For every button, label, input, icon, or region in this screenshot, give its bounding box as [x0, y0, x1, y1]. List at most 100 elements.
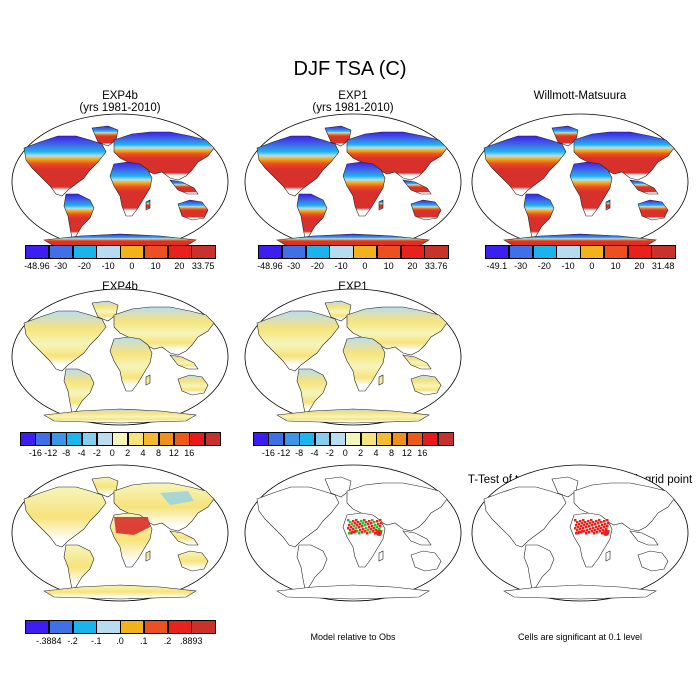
colorbar-tick-label: 8	[155, 448, 161, 458]
colorbar-tick-label: .2	[163, 636, 172, 646]
colorbar-tick-label: -8	[62, 448, 71, 458]
colorbar-tick-label: 0	[129, 261, 135, 271]
colorbar-ticks: -48.96 -30 -20 -10 0 10 20 33.75	[24, 261, 215, 273]
colorbar-tick-label: 33.76	[424, 261, 448, 271]
world-map	[470, 112, 690, 257]
colorbar-swatch	[143, 432, 160, 446]
colorbar-tick-label: 0	[109, 448, 115, 458]
world-map	[470, 463, 690, 608]
colorbar-tick-label: -30	[287, 261, 301, 271]
colorbar	[25, 245, 216, 259]
colorbar-swatch	[422, 432, 439, 446]
colorbar-swatch	[72, 620, 97, 634]
colorbar-tick-label: -20	[537, 261, 551, 271]
colorbar-tick-label: -.1	[90, 636, 102, 646]
colorbar-tick-label: -10	[101, 261, 115, 271]
colorbar-swatch	[173, 432, 190, 446]
colorbar-swatch	[72, 245, 97, 259]
colorbar-tick-label: -16	[261, 448, 275, 458]
world-map	[243, 112, 463, 257]
colorbar-tick-label: -48.96	[257, 261, 283, 271]
colorbar-swatch	[191, 245, 216, 259]
colorbar-tick-label: -2	[92, 448, 101, 458]
colorbar-swatch	[191, 620, 216, 634]
colorbar-tick-label: 0	[362, 261, 368, 271]
colorbar-swatch	[96, 620, 121, 634]
colorbar-tick-label: .8893	[179, 636, 203, 646]
colorbar-swatch	[603, 245, 628, 259]
colorbar-tick-label: 10	[150, 261, 161, 271]
colorbar	[258, 245, 449, 259]
colorbar-tick-label: 12	[401, 448, 412, 458]
colorbar-tick-label: 33.75	[191, 261, 215, 271]
colorbar	[25, 620, 216, 634]
colorbar-swatch	[283, 432, 300, 446]
colorbar-swatch	[268, 432, 285, 446]
colorbar-tick-label: -30	[54, 261, 68, 271]
colorbar	[485, 245, 676, 259]
colorbar-tick-label: -4	[77, 448, 86, 458]
colorbar-swatch	[376, 245, 401, 259]
colorbar-swatch	[627, 245, 652, 259]
world-map	[243, 463, 463, 608]
panel-title-line1: Willmott-Matsuura	[533, 90, 627, 102]
colorbar-swatch	[25, 245, 50, 259]
colorbar-tick-label: 2	[125, 448, 131, 458]
colorbar-tick-label: 10	[383, 261, 394, 271]
colorbar-swatch	[556, 245, 581, 259]
colorbar-swatch	[120, 245, 145, 259]
colorbar-swatch	[189, 432, 206, 446]
colorbar-tick-label: 20	[634, 261, 645, 271]
colorbar-tick-label: 0	[342, 448, 348, 458]
colorbar-swatch	[158, 432, 175, 446]
colorbar-tick-label: 4	[373, 448, 379, 458]
colorbar-swatch	[167, 245, 192, 259]
panel-title-line1: EXP1	[338, 90, 368, 102]
colorbar-tick-label: 16	[417, 448, 428, 458]
colorbar-swatch	[299, 432, 316, 446]
colorbar	[253, 432, 454, 446]
colorbar-tick-label: -8	[295, 448, 304, 458]
panel-title-line1: EXP4b	[102, 90, 138, 102]
colorbar-tick-label: -4	[310, 448, 319, 458]
colorbar-tick-label: -12	[44, 448, 58, 458]
colorbar-swatch	[305, 245, 330, 259]
colorbar-swatch	[35, 432, 52, 446]
colorbar-swatch	[424, 245, 449, 259]
colorbar-swatch	[204, 432, 221, 446]
colorbar-tick-label: -49.1	[486, 261, 508, 271]
colorbar-tick-label: -10	[561, 261, 575, 271]
colorbar-tick-label: -30	[514, 261, 528, 271]
panel-title: EXP1 (yrs 1981-2010)	[223, 90, 483, 114]
world-map	[10, 112, 230, 257]
colorbar-ticks: -16 -12 -8 -4 -2 0 2 4 8 12 16	[253, 448, 453, 460]
colorbar-swatch	[329, 432, 346, 446]
colorbar-swatch	[353, 245, 378, 259]
colorbar-swatch	[48, 620, 73, 634]
panel-title: Willmott-Matsuura	[450, 90, 700, 102]
colorbar-tick-label: -10	[334, 261, 348, 271]
colorbar-swatch	[376, 432, 393, 446]
panel-title-line2: (yrs 1981-2010)	[79, 102, 161, 114]
colorbar-tick-label: 2	[358, 448, 364, 458]
colorbar-swatch	[406, 432, 423, 446]
colorbar-swatch	[112, 432, 129, 446]
world-map	[10, 287, 230, 432]
colorbar-swatch	[485, 245, 510, 259]
colorbar-swatch	[25, 620, 50, 634]
colorbar-swatch	[167, 620, 192, 634]
colorbar-tick-label: 10	[610, 261, 621, 271]
colorbar-swatch	[400, 245, 425, 259]
colorbar-swatch	[66, 432, 83, 446]
colorbar-swatch	[314, 432, 331, 446]
panel-note: Model relative to Obs	[310, 632, 396, 642]
colorbar-swatch	[143, 620, 168, 634]
colorbar-swatch	[143, 245, 168, 259]
colorbar-tick-label: 8	[388, 448, 394, 458]
colorbar-tick-label: -20	[77, 261, 91, 271]
panel-title-line2: (yrs 1981-2010)	[312, 102, 394, 114]
colorbar-tick-label: .1	[139, 636, 148, 646]
colorbar-tick-label: -.3884	[35, 636, 62, 646]
colorbar-ticks: -48.96 -30 -20 -10 0 10 20 33.76	[257, 261, 448, 273]
colorbar-swatch	[127, 432, 144, 446]
